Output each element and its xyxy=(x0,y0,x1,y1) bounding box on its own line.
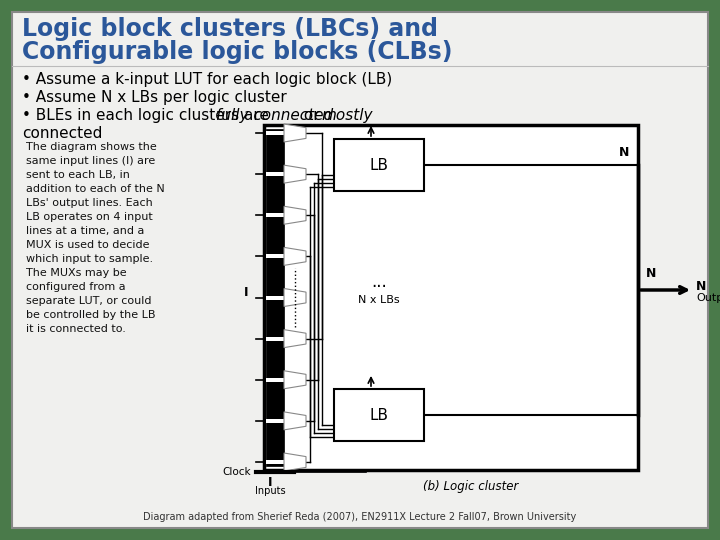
Text: it is connected to.: it is connected to. xyxy=(26,324,126,334)
Text: Configurable logic blocks (CLBs): Configurable logic blocks (CLBs) xyxy=(22,40,452,64)
Text: ...: ... xyxy=(371,273,387,291)
Polygon shape xyxy=(284,371,306,389)
Polygon shape xyxy=(284,247,306,265)
Bar xyxy=(266,129,284,466)
Text: N: N xyxy=(696,280,706,293)
Bar xyxy=(266,295,284,300)
Text: Inputs: Inputs xyxy=(255,486,285,496)
Text: or: or xyxy=(299,108,325,123)
Polygon shape xyxy=(284,124,306,142)
Polygon shape xyxy=(284,165,306,183)
Text: which input to sample.: which input to sample. xyxy=(26,254,153,264)
Bar xyxy=(266,172,284,176)
Text: • Assume a k-input LUT for each logic block (LB): • Assume a k-input LUT for each logic bl… xyxy=(22,72,392,87)
Polygon shape xyxy=(284,329,306,348)
Bar xyxy=(266,419,284,423)
Text: connected: connected xyxy=(22,126,102,141)
Text: mostly: mostly xyxy=(322,108,374,123)
Text: N: N xyxy=(618,146,629,159)
Text: same input lines (I) are: same input lines (I) are xyxy=(26,156,156,166)
Text: Logic block clusters (LBCs) and: Logic block clusters (LBCs) and xyxy=(22,17,438,41)
Text: be controlled by the LB: be controlled by the LB xyxy=(26,310,156,320)
Text: LB operates on 4 input: LB operates on 4 input xyxy=(26,212,153,222)
Text: addition to each of the N: addition to each of the N xyxy=(26,184,165,194)
Text: Clock: Clock xyxy=(222,467,251,477)
Text: I: I xyxy=(244,286,248,299)
Text: LB: LB xyxy=(369,158,389,172)
Text: Outputs: Outputs xyxy=(696,293,720,303)
Text: LB: LB xyxy=(369,408,389,422)
Bar xyxy=(266,460,284,464)
Text: (b) Logic cluster: (b) Logic cluster xyxy=(423,480,518,493)
Text: MUX is used to decide: MUX is used to decide xyxy=(26,240,150,250)
Text: • BLEs in each logic clusters are: • BLEs in each logic clusters are xyxy=(22,108,274,123)
Text: configured from a: configured from a xyxy=(26,282,125,292)
Text: N: N xyxy=(646,267,657,280)
Bar xyxy=(334,389,424,441)
Polygon shape xyxy=(284,453,306,471)
Text: LBs' output lines. Each: LBs' output lines. Each xyxy=(26,198,153,208)
Text: separate LUT, or could: separate LUT, or could xyxy=(26,296,151,306)
Bar xyxy=(266,213,284,217)
Polygon shape xyxy=(284,412,306,430)
Text: N x LBs: N x LBs xyxy=(358,295,400,305)
Text: I: I xyxy=(268,476,272,489)
Bar xyxy=(266,336,284,341)
Text: fully connected: fully connected xyxy=(217,108,333,123)
Polygon shape xyxy=(284,206,306,224)
Bar xyxy=(266,378,284,382)
Bar xyxy=(266,254,284,258)
Bar xyxy=(264,125,638,470)
Polygon shape xyxy=(284,288,306,307)
Bar xyxy=(266,131,284,135)
Text: sent to each LB, in: sent to each LB, in xyxy=(26,170,130,180)
Text: Diagram adapted from Sherief Reda (2007), EN2911X Lecture 2 Fall07, Brown Univer: Diagram adapted from Sherief Reda (2007)… xyxy=(143,512,577,522)
Text: The MUXs may be: The MUXs may be xyxy=(26,268,127,278)
Text: • Assume N x LBs per logic cluster: • Assume N x LBs per logic cluster xyxy=(22,90,287,105)
Text: The diagram shows the: The diagram shows the xyxy=(26,142,157,152)
Bar xyxy=(334,139,424,191)
Text: lines at a time, and a: lines at a time, and a xyxy=(26,226,145,236)
